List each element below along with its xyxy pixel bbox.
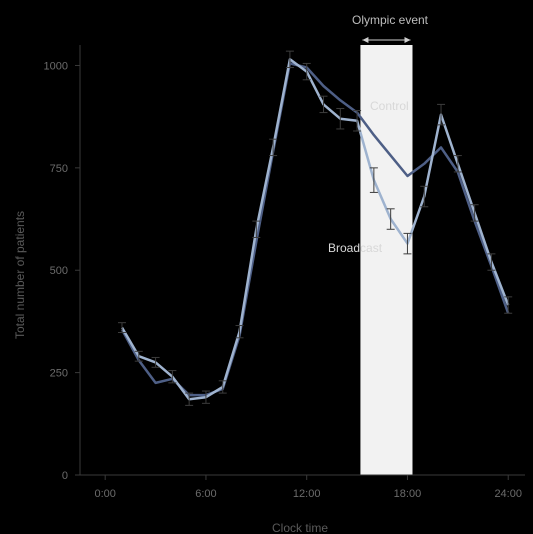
y-tick-label: 750: [50, 163, 68, 175]
x-tick-label: 18:00: [394, 488, 422, 500]
y-tick-label: 500: [50, 265, 68, 277]
y-axis-title: Total number of patients: [13, 211, 27, 339]
x-tick-label: 12:00: [293, 488, 321, 500]
x-tick-label: 6:00: [195, 488, 216, 500]
axes: 0 250 500 750 1000 0:00 6:00 12:00 18:00 24:00: [44, 45, 525, 500]
event-label: Olympic event: [352, 13, 429, 27]
series-control: [120, 62, 510, 397]
x-axis-title: Clock time: [272, 521, 328, 534]
series-line-control: [120, 62, 510, 397]
y-tick-label: 0: [62, 470, 68, 482]
y-tick-label: 1000: [44, 60, 68, 72]
event-band: [360, 45, 413, 475]
control-series-label: Control: [370, 99, 409, 113]
series-broadcast: [117, 50, 513, 406]
event-arrow-right-head: [404, 37, 411, 43]
x-tick-label: 24:00: [494, 488, 522, 500]
series-line-broadcast: [120, 58, 510, 401]
broadcast-series-label: Broadcast: [328, 241, 383, 255]
olympic-event-band: [360, 37, 413, 475]
y-tick-label: 250: [50, 368, 68, 380]
event-arrow-left-head: [362, 37, 369, 43]
x-tick-label: 0:00: [94, 488, 115, 500]
series-group: [117, 50, 513, 406]
